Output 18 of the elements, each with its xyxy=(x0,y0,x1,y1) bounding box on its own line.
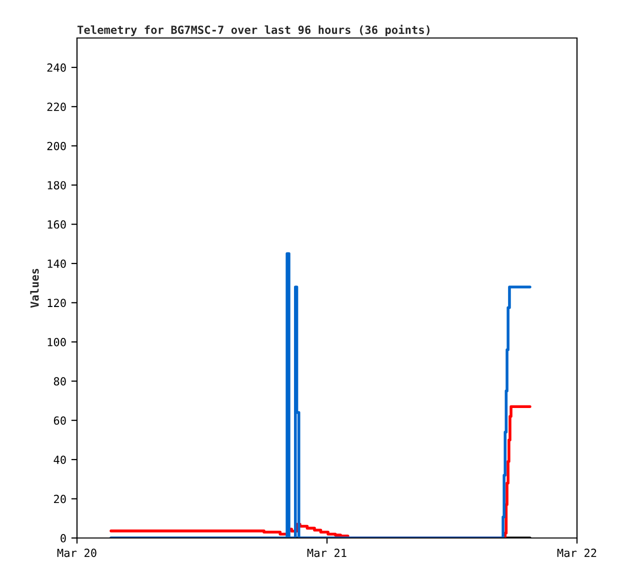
y-tick-label: 200 xyxy=(47,142,66,150)
y-axis-title: Values xyxy=(30,268,39,308)
x-tick-label: Mar 21 xyxy=(307,548,346,558)
x-tick-label: Mar 22 xyxy=(557,548,596,558)
y-tick-label: 220 xyxy=(47,102,66,112)
y-tick-label: 40 xyxy=(54,456,66,464)
y-tick-label: 160 xyxy=(48,220,66,229)
x-tick-label: Mar 20 xyxy=(57,548,96,558)
y-tick-label: 80 xyxy=(54,377,66,386)
y-tick-label: 0 xyxy=(60,534,66,542)
y-tick-label: 140 xyxy=(48,259,66,268)
chart-title: Telemetry for BG7MSC-7 over last 96 hours (36 points) xyxy=(77,24,430,36)
y-tick-label: 120 xyxy=(48,298,66,308)
y-tick-label: 240 xyxy=(47,63,66,72)
y-tick-label: 20 xyxy=(54,494,66,504)
y-tick-label: 60 xyxy=(54,416,66,425)
y-tick-label: 100 xyxy=(48,338,66,346)
y-tick-label: 180 xyxy=(48,181,66,190)
